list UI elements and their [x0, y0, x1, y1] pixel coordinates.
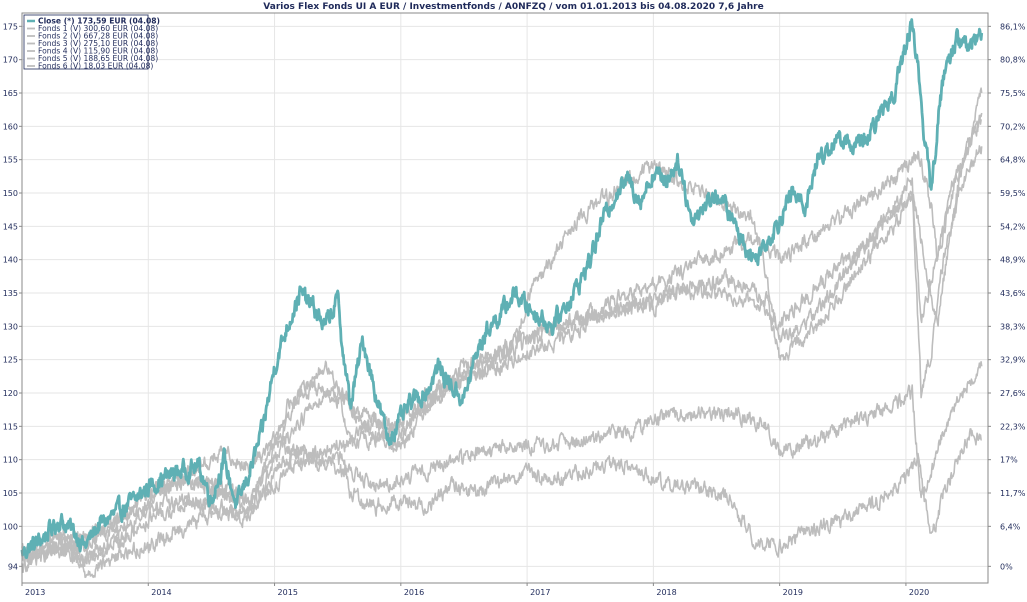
y-right-tick-label: 0%	[1000, 562, 1013, 571]
legend-entry: Fonds 5 (V) 188,65 EUR (04.08)	[38, 54, 158, 63]
y-right-tick-label: 17%	[1000, 456, 1018, 465]
y-right-tick-label: 48,9%	[1000, 256, 1026, 265]
chart-title: Varios Flex Fonds UI A EUR / Investmentf…	[263, 2, 763, 12]
y-tick-label: 160	[3, 122, 18, 131]
legend-entry: Fonds 2 (V) 667,28 EUR (04.08)	[38, 32, 158, 41]
x-tick-label: 2020	[909, 588, 929, 597]
y-tick-label: 170	[3, 56, 18, 65]
y-right-tick-label: 22,3%	[1000, 422, 1026, 431]
x-tick-label: 2016	[404, 588, 424, 597]
y-tick-label: 140	[3, 256, 18, 265]
y-tick-label: 165	[3, 89, 18, 98]
y-right-tick-label: 27,6%	[1000, 389, 1026, 398]
y-tick-label: 125	[3, 356, 18, 365]
legend-entry: Fonds 6 (V) 18,03 EUR (04.08)	[38, 62, 153, 71]
y-tick-label: 175	[3, 22, 18, 31]
y-tick-label: 100	[3, 522, 18, 531]
y-right-tick-label: 80,8%	[1000, 56, 1026, 65]
y-right-tick-label: 43,6%	[1000, 289, 1026, 298]
y-right-tick-label: 86,1%	[1000, 22, 1026, 31]
y-tick-label: 155	[3, 156, 18, 165]
x-tick-label: 2014	[151, 588, 171, 597]
legend-entry: Fonds 4 (V) 115,90 EUR (04.08)	[38, 47, 158, 56]
series-line-fonds-1	[21, 116, 982, 573]
y-tick-label: 120	[3, 389, 18, 398]
y-tick-label: 115	[3, 422, 18, 431]
legend-box	[23, 14, 149, 70]
y-right-tick-label: 75,5%	[1000, 89, 1026, 98]
y-right-tick-label: 11,7%	[1000, 489, 1026, 498]
y-tick-label: 94	[8, 562, 18, 571]
chart-legend: Close (*) 173,59 EUR (04.08)Fonds 1 (V) …	[23, 14, 160, 71]
series-line-close	[20, 18, 984, 559]
y-right-tick-label: 54,2%	[1000, 222, 1026, 231]
x-tick-label: 2013	[25, 588, 45, 597]
series-layer	[20, 18, 984, 579]
y-right-tick-label: 64,8%	[1000, 156, 1026, 165]
y-right-tick-label: 70,2%	[1000, 122, 1026, 131]
legend-entry: Close (*) 173,59 EUR (04.08)	[38, 17, 160, 26]
y-tick-label: 135	[3, 289, 18, 298]
x-tick-label: 2018	[656, 588, 676, 597]
y-tick-label: 110	[3, 456, 18, 465]
plot-frame	[21, 12, 989, 584]
y-tick-label: 105	[3, 489, 18, 498]
series-line-fonds-4	[21, 428, 982, 579]
axis-layer: 94 0% 100 6,4% 105 11,7% 110 17% 115 22,3% 120 27,6…	[3, 22, 1026, 597]
x-tick-label: 2017	[530, 588, 550, 597]
y-right-tick-label: 38,3%	[1000, 322, 1026, 331]
y-right-tick-label: 32,9%	[1000, 356, 1026, 365]
x-tick-label: 2019	[783, 588, 803, 597]
legend-entry: Fonds 1 (V) 300,60 EUR (04.08)	[38, 24, 158, 33]
y-tick-label: 130	[3, 322, 18, 331]
y-tick-label: 145	[3, 222, 18, 231]
x-tick-label: 2015	[278, 588, 298, 597]
y-right-tick-label: 6,4%	[1000, 522, 1021, 531]
legend-entry: Fonds 3 (V) 275,10 EUR (04.08)	[38, 39, 158, 48]
y-tick-label: 150	[3, 189, 18, 198]
y-right-tick-label: 59,5%	[1000, 189, 1026, 198]
